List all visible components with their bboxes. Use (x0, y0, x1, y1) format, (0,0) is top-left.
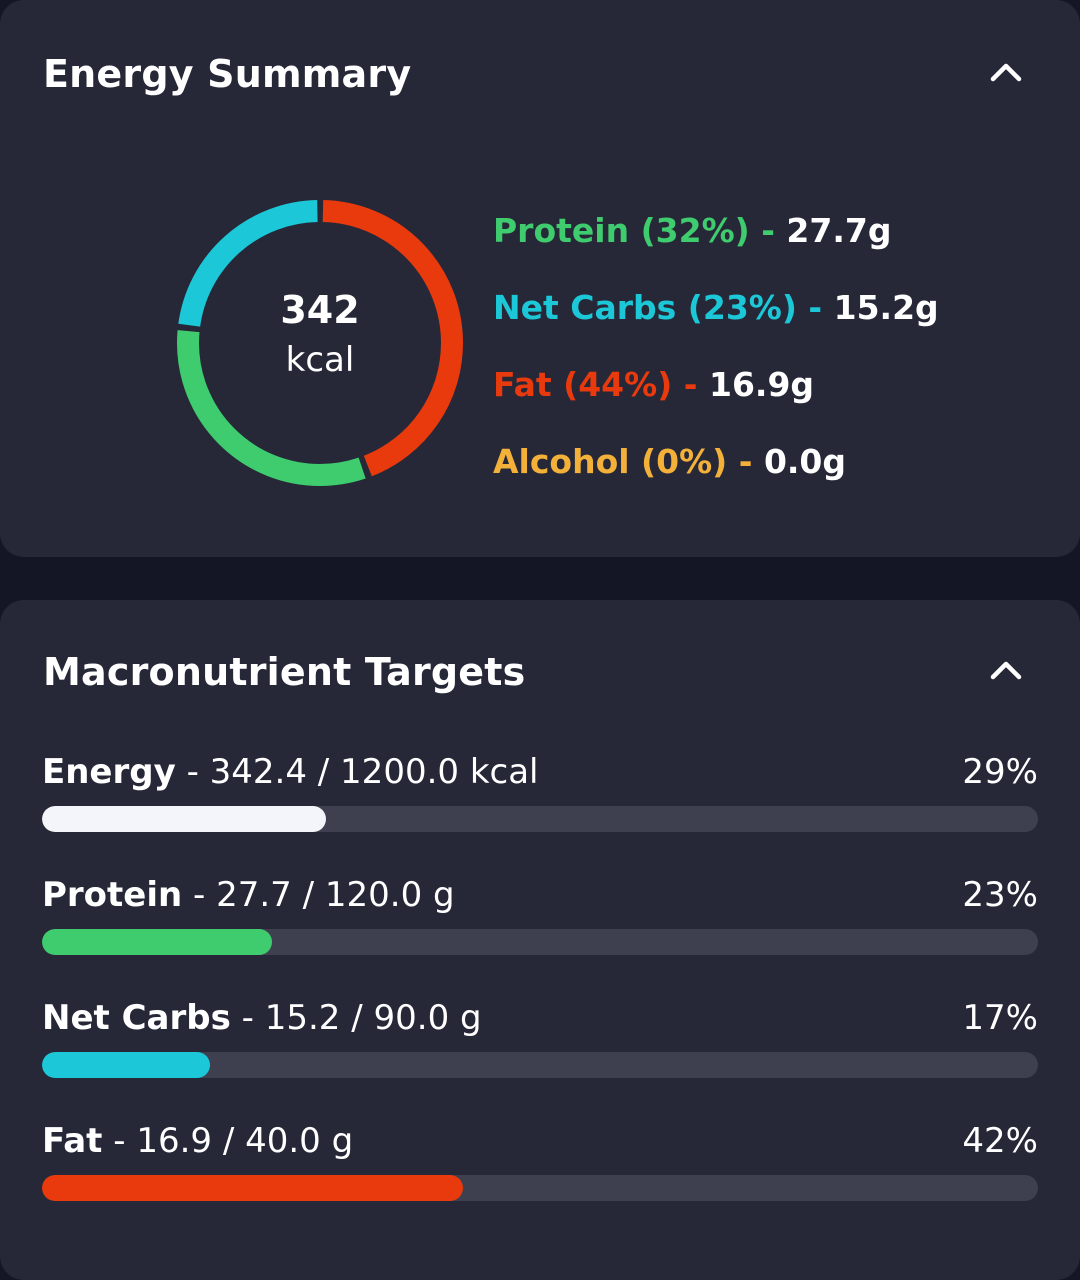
chevron-up-icon (989, 61, 1023, 87)
legend-protein-separator: - (749, 211, 787, 250)
macro-legend: Protein (32%) - 27.7g Net Carbs (23%) - … (493, 206, 1053, 514)
target-net-carbs-progress-bar (42, 1052, 1038, 1078)
target-protein-detail: - 27.7 / 120.0 g (182, 875, 455, 915)
legend-net-carbs-separator: - (796, 288, 834, 327)
target-fat-detail: - 16.9 / 40.0 g (102, 1121, 354, 1161)
target-protein: Protein - 27.7 / 120.0 g 23% (42, 875, 1038, 955)
donut-segment-fat (177, 200, 463, 486)
target-fat: Fat - 16.9 / 40.0 g 42% (42, 1121, 1038, 1201)
legend-protein: Protein (32%) - 27.7g (493, 206, 1053, 283)
target-protein-progress-fill (42, 929, 273, 955)
target-energy-percent: 29% (962, 752, 1038, 792)
target-protein-percent: 23% (962, 875, 1038, 915)
target-net-carbs-detail: - 15.2 / 90.0 g (230, 998, 482, 1038)
target-energy-name: Energy (42, 752, 176, 792)
macronutrient-targets-title: Macronutrient Targets (43, 650, 526, 694)
target-net-carbs-percent: 17% (962, 998, 1038, 1038)
target-net-carbs-name: Net Carbs (42, 998, 231, 1038)
legend-alcohol-label: Alcohol (0%) (493, 442, 728, 481)
legend-protein-label: Protein (32%) (493, 211, 750, 250)
target-energy-progress-fill (42, 806, 326, 832)
target-protein-progress-bar (42, 929, 1038, 955)
energy-summary-title: Energy Summary (43, 52, 412, 96)
target-energy-detail: - 342.4 / 1200.0 kcal (175, 752, 539, 792)
energy-summary-collapse-button[interactable] (982, 50, 1030, 98)
target-net-carbs: Net Carbs - 15.2 / 90.0 g 17% (42, 998, 1038, 1078)
legend-alcohol: Alcohol (0%) - 0.0g (493, 437, 1053, 514)
chevron-up-icon (989, 659, 1023, 685)
macronutrient-targets-collapse-button[interactable] (982, 648, 1030, 696)
target-fat-percent: 42% (962, 1121, 1038, 1161)
legend-alcohol-separator: - (727, 442, 764, 481)
legend-fat-label: Fat (44%) (493, 365, 673, 404)
legend-net-carbs-amount: 15.2g (833, 288, 939, 327)
target-fat-name: Fat (42, 1121, 103, 1161)
target-fat-progress-fill (42, 1175, 463, 1201)
target-fat-progress-bar (42, 1175, 1038, 1201)
donut-segment-protein (177, 200, 463, 486)
legend-fat-separator: - (672, 365, 709, 404)
target-energy-progress-bar (42, 806, 1038, 832)
target-net-carbs-progress-fill (42, 1052, 211, 1078)
legend-alcohol-amount: 0.0g (763, 442, 847, 481)
energy-summary-card: Energy Summary 342 kcal Protein (32%) - … (0, 0, 1080, 557)
target-energy: Energy - 342.4 / 1200.0 kcal 29% (42, 752, 1038, 832)
legend-net-carbs-label: Net Carbs (23%) (493, 288, 797, 327)
legend-protein-amount: 27.7g (786, 211, 892, 250)
legend-fat-amount: 16.9g (708, 365, 815, 404)
legend-net-carbs: Net Carbs (23%) - 15.2g (493, 283, 1053, 360)
legend-fat: Fat (44%) - 16.9g (493, 360, 1053, 437)
energy-donut-chart (177, 200, 463, 486)
target-protein-name: Protein (42, 875, 183, 915)
